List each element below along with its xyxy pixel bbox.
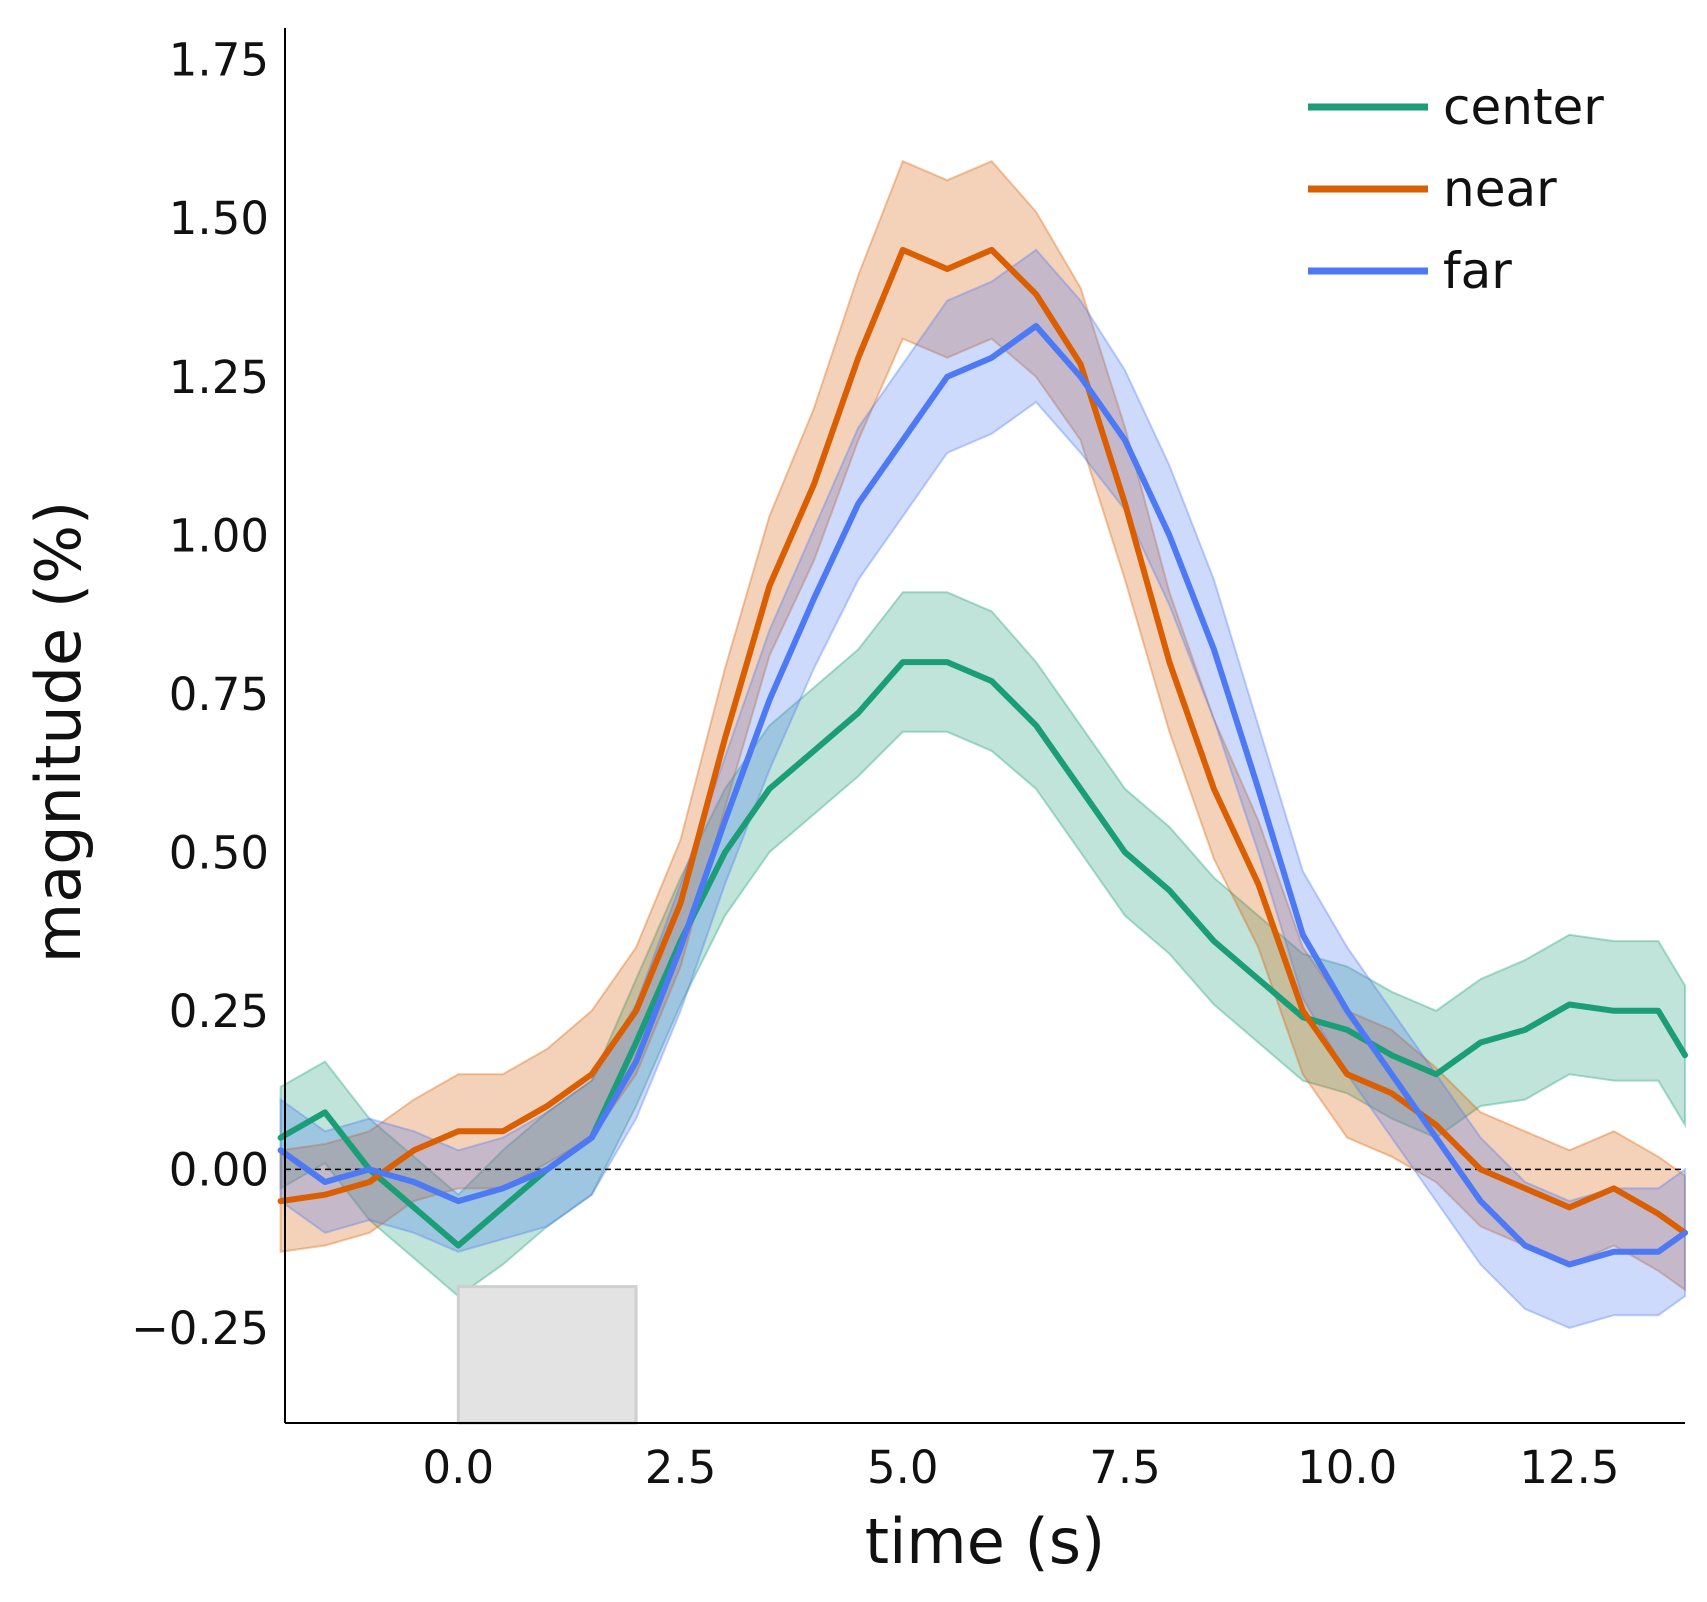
- ticks: 0.0 2.5 5.0 7.5 10.0 12.5 −0.25 0.00 0.25 0.50 0.7…: [131, 34, 1619, 1494]
- stimulus-block-layer: [456, 1285, 638, 1425]
- x-tick-label: 5.0: [867, 1441, 939, 1494]
- y-tick-label: 1.25: [169, 351, 269, 404]
- legend-label-far: far: [1443, 242, 1512, 300]
- band-center: [279, 591, 1686, 1298]
- y-tick-label: 0.25: [169, 985, 269, 1038]
- line-far: [277, 323, 1688, 1268]
- stimulus-block: [456, 1285, 638, 1425]
- legend-label-near: near: [1443, 160, 1557, 218]
- x-axis-label: time (s): [865, 1505, 1105, 1578]
- y-tick-label: 0.75: [169, 668, 269, 721]
- line-center: [277, 659, 1688, 1249]
- axes: [284, 28, 1685, 1424]
- y-axis-label: magnitude (%): [22, 501, 95, 963]
- confidence-bands: [279, 159, 1686, 1329]
- x-tick-label: 12.5: [1519, 1441, 1619, 1494]
- x-tick-label: 10.0: [1297, 1441, 1397, 1494]
- line-near: [277, 246, 1688, 1236]
- y-tick-label: −0.25: [131, 1302, 269, 1355]
- x-tick-label: 2.5: [645, 1441, 717, 1494]
- x-tick-label: 7.5: [1089, 1441, 1161, 1494]
- legend-label-center: center: [1443, 78, 1604, 136]
- legend: center near far: [1308, 78, 1604, 300]
- y-tick-label: 0.50: [169, 826, 269, 879]
- x-tick-label: 0.0: [423, 1441, 495, 1494]
- y-tick-label: 0.00: [169, 1143, 269, 1196]
- band-near: [279, 159, 1686, 1292]
- y-tick-label: 1.75: [169, 34, 269, 87]
- y-tick-label: 1.00: [169, 509, 269, 562]
- series-lines: [277, 246, 1688, 1268]
- y-tick-label: 1.50: [169, 192, 269, 245]
